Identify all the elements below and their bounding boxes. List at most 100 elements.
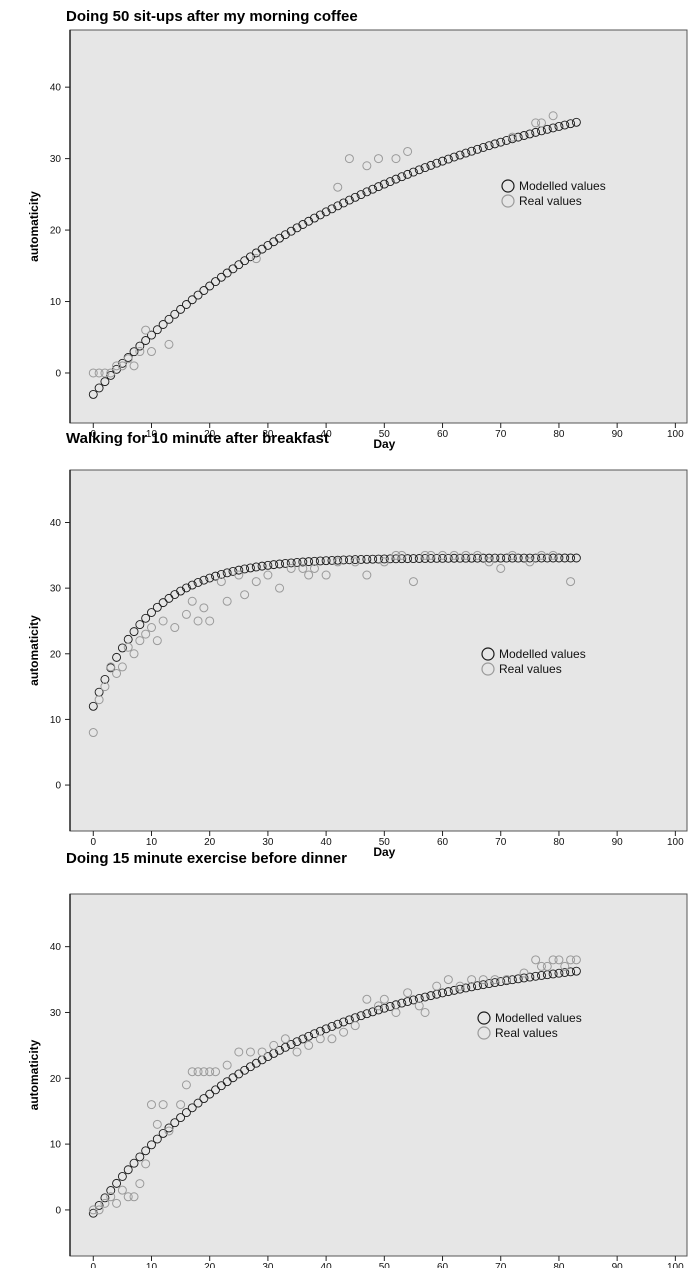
modelled-point (339, 198, 349, 208)
modelled-point (275, 1045, 284, 1055)
real-point (187, 596, 197, 606)
x-tick-label: 70 (495, 1262, 507, 1268)
real-point (205, 616, 215, 626)
modelled-point (263, 1052, 273, 1062)
modelled-point (321, 556, 331, 566)
modelled-point (344, 555, 354, 565)
modelled-point (513, 974, 523, 984)
real-point (181, 1080, 191, 1090)
real-point (199, 1067, 209, 1077)
modelled-point (356, 554, 366, 564)
y-tick-label: 10 (50, 1140, 62, 1151)
real-point (94, 368, 104, 378)
modelled-point (280, 558, 290, 568)
real-point (304, 570, 314, 580)
real-point (158, 1100, 168, 1110)
real-point (536, 550, 546, 560)
real-point (187, 1067, 197, 1077)
legend-marker-modelled (481, 647, 495, 661)
real-point (490, 975, 500, 985)
real-point (327, 1034, 337, 1044)
modelled-point (449, 553, 459, 563)
real-point (502, 975, 512, 985)
x-tick-label: 90 (612, 837, 624, 848)
real-point (304, 1040, 314, 1050)
modelled-point (158, 598, 168, 608)
modelled-point (490, 139, 500, 149)
modelled-point (461, 983, 471, 993)
real-point (94, 695, 104, 705)
modelled-point (449, 985, 459, 995)
real-point (181, 609, 191, 619)
modelled-point (443, 987, 453, 997)
modelled-point (455, 553, 465, 563)
real-point (560, 961, 570, 971)
real-point (123, 1192, 133, 1202)
modelled-point (507, 975, 517, 985)
real-point (251, 254, 261, 264)
modelled-point (117, 643, 127, 653)
modelled-point (112, 1178, 122, 1188)
modelled-point (193, 578, 203, 587)
y-tick-label: 0 (55, 781, 61, 792)
modelled-point (304, 216, 314, 226)
modelled-point (525, 129, 535, 139)
modelled-point (408, 995, 418, 1005)
modelled-point (484, 141, 494, 151)
modelled-point (193, 290, 203, 300)
modelled-point (117, 1172, 127, 1181)
real-point (379, 994, 389, 1004)
real-point (152, 636, 162, 646)
modelled-point (211, 1085, 220, 1095)
x-tick-label: 50 (379, 1262, 391, 1268)
modelled-point (304, 1031, 314, 1041)
modelled-point (426, 991, 436, 1001)
legend-label-real: Real values (495, 1026, 558, 1040)
modelled-point (310, 1029, 319, 1039)
real-point (478, 975, 488, 985)
modelled-point (362, 554, 372, 564)
modelled-point (374, 182, 383, 192)
y-tick-label: 30 (50, 1008, 62, 1019)
x-tick-label: 40 (321, 1262, 333, 1268)
x-tick-label: 100 (667, 1262, 684, 1268)
modelled-point (385, 177, 395, 187)
modelled-point (467, 553, 477, 563)
real-point (205, 1067, 215, 1077)
real-point (362, 994, 372, 1004)
real-point (461, 550, 471, 560)
modelled-point (403, 997, 413, 1006)
real-point (112, 1198, 122, 1208)
modelled-point (304, 557, 314, 567)
real-point (536, 961, 546, 971)
real-point (408, 577, 418, 587)
real-point (164, 339, 174, 349)
modelled-point (135, 1152, 145, 1162)
modelled-point (135, 620, 145, 630)
modelled-point (560, 120, 570, 130)
real-point (193, 1067, 203, 1077)
modelled-point (88, 701, 98, 711)
modelled-point (298, 1034, 308, 1044)
modelled-point (147, 1140, 156, 1150)
modelled-point (310, 556, 319, 566)
y-tick-label: 10 (50, 715, 62, 726)
modelled-point (571, 966, 581, 976)
modelled-point (420, 992, 430, 1002)
modelled-point (350, 555, 360, 565)
x-tick-label: 40 (321, 837, 333, 848)
real-point (269, 1040, 279, 1050)
x-tick-label: 80 (553, 429, 565, 440)
real-point (234, 570, 244, 580)
modelled-point (257, 561, 267, 571)
modelled-point (100, 377, 110, 387)
x-tick-label: 50 (379, 429, 391, 440)
modelled-point (548, 123, 558, 133)
real-point (414, 1001, 424, 1011)
modelled-point (414, 994, 424, 1003)
real-point (164, 1126, 174, 1136)
modelled-point (106, 370, 116, 380)
real-point (222, 1060, 232, 1070)
modelled-point (379, 554, 389, 564)
